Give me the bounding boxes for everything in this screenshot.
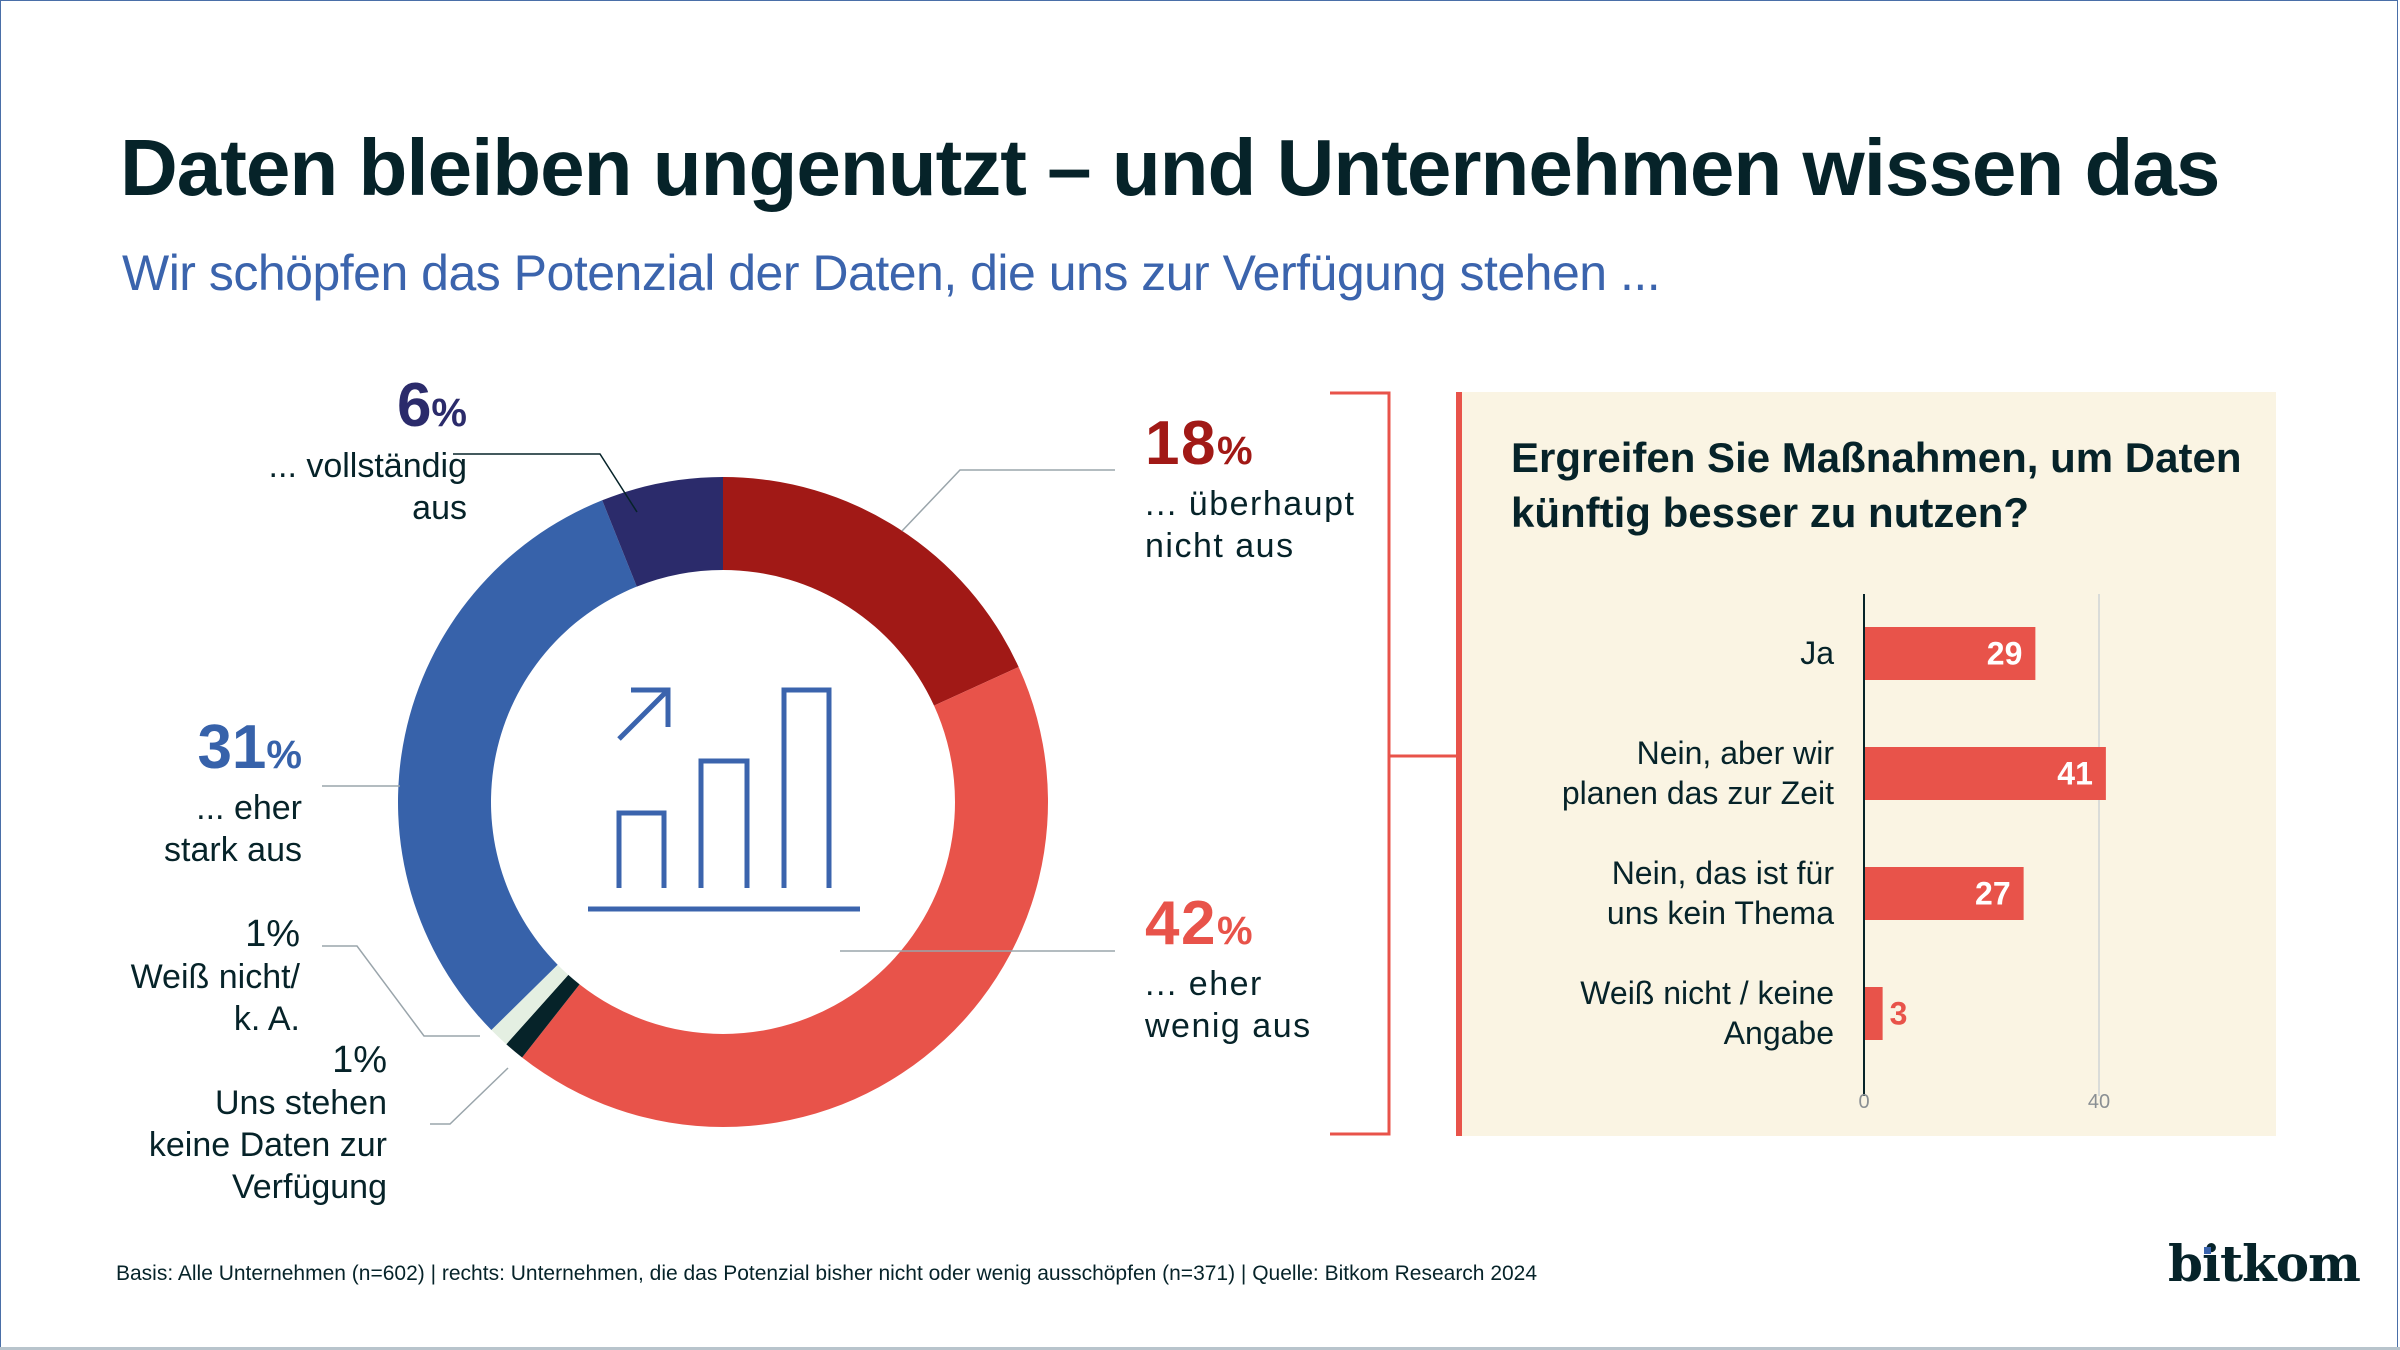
donut-slice-4 xyxy=(398,500,637,1030)
bar-2 xyxy=(1865,867,2024,920)
pct-eher-wenig-value: 42 xyxy=(1145,889,1217,958)
bar-label-line1: Weiß nicht / keine xyxy=(1580,975,1834,1011)
pct-sign: % xyxy=(1216,909,1255,953)
bar-value-label-3: 3 xyxy=(1890,996,1908,1032)
x-tick-label-0: 0 xyxy=(1858,1091,1869,1113)
label-ueberhaupt-line2: nicht aus xyxy=(1145,527,1295,565)
label-eher-wenig-line2: wenig aus xyxy=(1145,1007,1312,1045)
label-vollstaendig-line2: aus xyxy=(412,489,467,527)
leader-line-vollstaendig xyxy=(453,453,638,513)
label-weiss-nicht: 1% Weiß nicht/ k. A. xyxy=(60,912,300,1040)
leader-line-weiss-nicht xyxy=(322,945,480,1037)
pct-ueberhaupt-value: 18 xyxy=(1145,409,1217,478)
label-ueberhaupt-nicht: 18% ... überhaupt nicht aus xyxy=(1145,412,1405,567)
pct-weiss-nicht-value: 1% xyxy=(245,913,300,955)
logo-accent-dot xyxy=(2204,1247,2211,1254)
page-title: Daten bleiben ungenutzt – und Unternehme… xyxy=(120,123,2220,212)
label-eher-stark: 31% ... eher stark aus xyxy=(100,716,302,871)
label-weiss-nicht-line2: k. A. xyxy=(233,1000,300,1038)
label-weiss-nicht-line1: Weiß nicht/ xyxy=(130,958,300,996)
bar-value-label-2: 27 xyxy=(1975,876,2011,912)
bar-label-kein-thema: Nein, das ist für uns kein Thema xyxy=(1434,853,1834,933)
bitkom-logo: bitkom xyxy=(2168,1234,2361,1293)
donut-slice-0 xyxy=(723,477,1019,706)
panel-title-line2: künftig besser zu nutzen? xyxy=(1511,489,2030,536)
bar-value-label-0: 29 xyxy=(1987,636,2023,672)
bar-label-line1: Nein, aber wir xyxy=(1636,735,1834,771)
bar-label-line2: uns kein Thema xyxy=(1606,895,1834,931)
label-ueberhaupt-line1: ... überhaupt xyxy=(1145,485,1356,523)
pct-vollstaendig-value: 6 xyxy=(396,371,432,440)
bar-label-line1: Nein, das ist für xyxy=(1611,855,1834,891)
bar-value-label-1: 41 xyxy=(2057,756,2093,792)
slide-bottom-edge xyxy=(0,1347,2400,1350)
label-eher-wenig-line1: ... eher xyxy=(1145,965,1263,1003)
bar-3 xyxy=(1865,987,1883,1040)
donut-slice-2 xyxy=(506,974,580,1058)
label-keine-daten-line2: keine Daten zur xyxy=(148,1126,387,1164)
bar-label-ja: Ja xyxy=(1434,633,1834,673)
bar-1 xyxy=(1865,747,2106,800)
x-tick-label-40: 40 xyxy=(2088,1091,2110,1113)
label-eher-wenig: 42% ... eher wenig aus xyxy=(1145,892,1405,1047)
leader-line-keine-daten xyxy=(430,1067,509,1125)
donut-slice-3 xyxy=(491,964,569,1045)
donut-chart xyxy=(398,477,1048,1127)
leader-lines xyxy=(322,453,1115,1125)
donut-slice-1 xyxy=(522,666,1048,1127)
bar-label-line2: Angabe xyxy=(1723,1015,1834,1051)
label-keine-daten-line3: Verfügung xyxy=(231,1168,387,1206)
label-keine-daten: 1% Uns stehen keine Daten zur Verfügung xyxy=(100,1038,387,1208)
bar-label-line1: Ja xyxy=(1800,635,1834,671)
label-vollstaendig: 6% ... vollständig aus xyxy=(220,374,467,529)
bar-0 xyxy=(1865,627,2036,680)
pct-keine-daten-value: 1% xyxy=(332,1039,387,1081)
bar-chart-growth-icon xyxy=(588,687,860,912)
bar-label-line2: planen das zur Zeit xyxy=(1561,775,1834,811)
page-subtitle: Wir schöpfen das Potenzial der Daten, di… xyxy=(122,245,1661,301)
group-bracket xyxy=(1330,391,1456,1136)
bar-label-weiss-nicht: Weiß nicht / keine Angabe xyxy=(1434,973,1834,1053)
label-vollstaendig-line1: ... vollständig xyxy=(268,447,467,485)
label-keine-daten-line1: Uns stehen xyxy=(215,1084,387,1122)
pct-sign: % xyxy=(431,391,467,435)
panel-accent-bar xyxy=(1456,392,1462,1136)
source-note: Basis: Alle Unternehmen (n=602) | rechts… xyxy=(116,1262,1538,1285)
pct-eher-stark-value: 31 xyxy=(197,713,267,782)
label-eher-stark-line1: ... eher xyxy=(196,789,302,827)
pct-sign: % xyxy=(266,733,302,777)
leader-line-ueberhaupt xyxy=(901,469,1115,532)
bar-label-nein-planen: Nein, aber wir planen das zur Zeit xyxy=(1434,733,1834,813)
panel-title: Ergreifen Sie Maßnahmen, um Daten künfti… xyxy=(1511,430,2242,540)
pct-sign: % xyxy=(1216,429,1255,473)
label-eher-stark-line2: stark aus xyxy=(164,831,302,869)
panel-title-line1: Ergreifen Sie Maßnahmen, um Daten xyxy=(1511,434,2242,481)
